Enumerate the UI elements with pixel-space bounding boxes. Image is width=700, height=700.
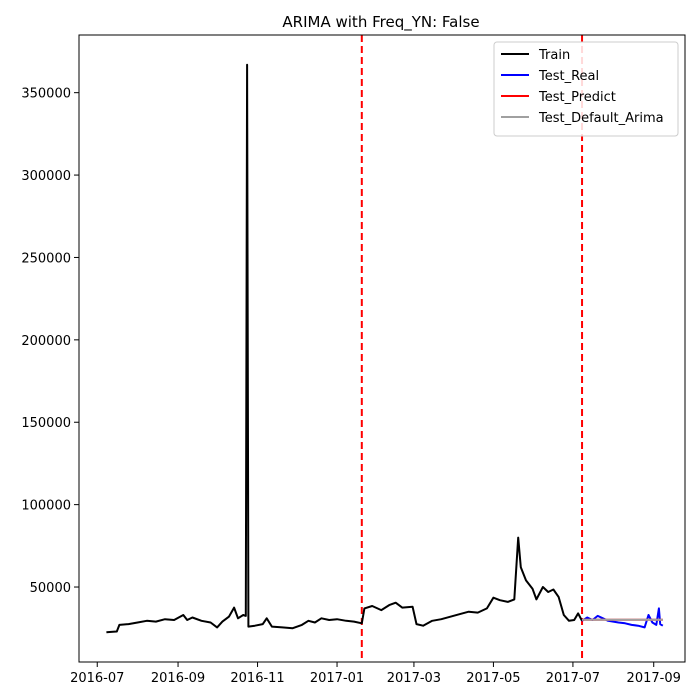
legend-box <box>493 41 679 137</box>
legend-label-test-default-arima: Test_Default_Arima <box>538 111 664 126</box>
x-tick-label: 2016-11 <box>230 671 284 686</box>
x-tick-label: 2017-05 <box>466 671 520 686</box>
legend-label-test-predict: Test_Predict <box>538 90 616 105</box>
x-tick-label: 2016-09 <box>151 671 205 686</box>
x-tick-label: 2017-07 <box>546 671 600 686</box>
x-tick-label: 2016-07 <box>70 671 124 686</box>
y-tick-label: 250000 <box>21 251 71 266</box>
x-tick-label: 2017-09 <box>627 671 681 686</box>
y-tick-label: 350000 <box>21 87 71 102</box>
series-line-train <box>106 63 583 634</box>
legend-label-train: Train <box>538 48 570 63</box>
y-tick-label: 50000 <box>30 581 71 596</box>
plot-frame <box>78 34 686 663</box>
series-line-test-real <box>581 607 664 629</box>
y-tick-label: 300000 <box>21 169 71 184</box>
y-axis: 50000 100000 150000 200000 250000 300000 35000… <box>21 87 79 596</box>
x-axis: 2016-07 2016-09 2016-11 2017-01 2017-03 2017-… <box>70 662 681 686</box>
legend: Train Test_Real Test_Predict Test_Default_A… <box>493 41 679 137</box>
legend-label-test-real: Test_Real <box>538 69 599 84</box>
x-tick-label: 2017-01 <box>310 671 364 686</box>
x-tick-label: 2017-03 <box>387 671 441 686</box>
y-tick-label: 150000 <box>21 416 71 431</box>
plot-area <box>106 35 664 662</box>
y-tick-label: 200000 <box>21 334 71 349</box>
chart-title: ARIMA with Freq_YN: False <box>282 13 479 32</box>
y-tick-label: 100000 <box>21 499 71 514</box>
